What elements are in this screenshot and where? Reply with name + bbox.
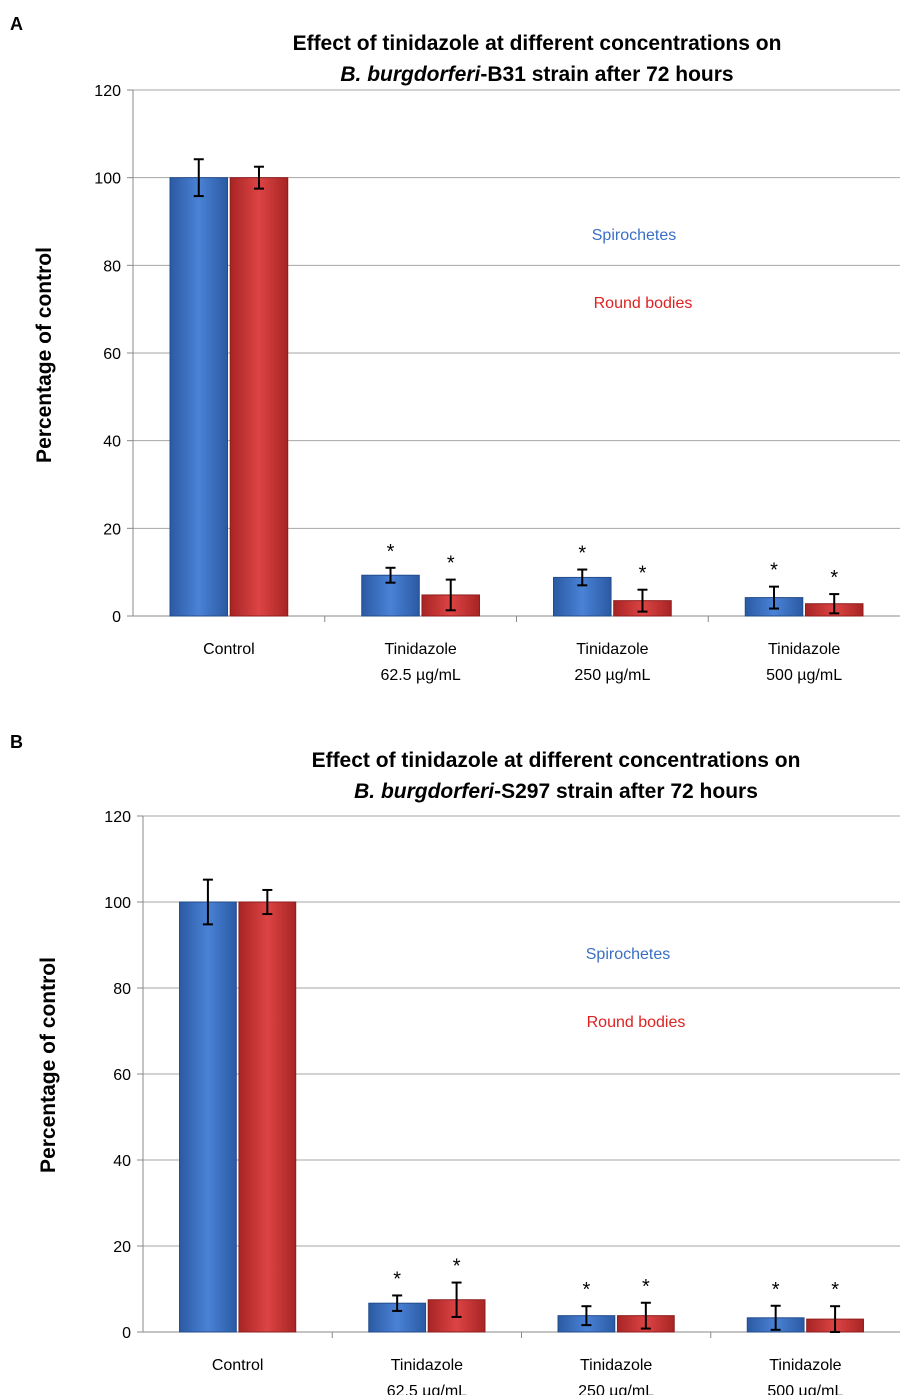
chart-b-svg: B Effect of tinidazole at different conc… bbox=[10, 732, 900, 1395]
significance-star: * bbox=[830, 567, 838, 589]
chart-title-line1: Effect of tinidazole at different concen… bbox=[293, 32, 782, 55]
significance-star: * bbox=[447, 553, 455, 575]
y-tick-label: 20 bbox=[113, 1239, 131, 1256]
significance-star: * bbox=[578, 543, 586, 565]
y-tick-label: 80 bbox=[113, 981, 131, 998]
chart-title-line2: B. burgdorferi-B31 strain after 72 hours bbox=[340, 63, 733, 86]
y-tick-label: 80 bbox=[103, 258, 121, 275]
x-tick-label-line2: 62.5 µg/mL bbox=[387, 1383, 467, 1395]
x-tick-label: Tinidazole bbox=[576, 641, 648, 658]
chart-title-line1: Effect of tinidazole at different concen… bbox=[312, 749, 801, 772]
x-tick-label: Control bbox=[212, 1357, 264, 1374]
y-tick-label: 120 bbox=[94, 83, 121, 100]
legend-spirochetes: Spirochetes bbox=[592, 227, 677, 244]
y-tick-label: 20 bbox=[103, 521, 121, 538]
significance-star: * bbox=[770, 560, 778, 582]
chart-title-line2: B. burgdorferi-S297 strain after 72 hour… bbox=[354, 780, 758, 803]
legend-round-bodies: Round bodies bbox=[594, 295, 693, 312]
significance-star: * bbox=[387, 541, 395, 563]
y-tick-label: 0 bbox=[122, 1325, 131, 1342]
significance-star: * bbox=[393, 1268, 401, 1290]
chart-panel-b: B Effect of tinidazole at different conc… bbox=[0, 725, 901, 1395]
x-tick-label: Tinidazole bbox=[384, 641, 456, 658]
x-tick-label: Control bbox=[203, 641, 255, 658]
x-tick-label-line2: 500 µg/mL bbox=[767, 1383, 843, 1395]
bar-round-bodies bbox=[238, 901, 297, 1333]
y-tick-label: 40 bbox=[113, 1153, 131, 1170]
legend-spirochetes: Spirochetes bbox=[586, 946, 671, 963]
y-axis-label: Percentage of control bbox=[37, 957, 60, 1173]
bar-spirochetes bbox=[179, 901, 237, 1333]
panel-label: B bbox=[10, 732, 23, 752]
bar-spirochetes bbox=[169, 177, 229, 617]
y-tick-label: 100 bbox=[104, 895, 131, 912]
y-axis-label: Percentage of control bbox=[33, 247, 56, 463]
plot-area: 0 20 40 60 80 100 120 Control Tinidazole 62.5 µg/… bbox=[94, 83, 900, 684]
y-tick-label: 100 bbox=[94, 171, 121, 188]
x-tick-label-line2: 500 µg/mL bbox=[766, 667, 842, 684]
y-tick-label: 120 bbox=[104, 809, 131, 826]
significance-star: * bbox=[642, 1276, 650, 1298]
panel-label: A bbox=[10, 14, 23, 34]
plot-area: 0 20 40 60 80 100 120 Control Tinidazole 62.5 µg/… bbox=[104, 809, 900, 1395]
y-tick-label: 0 bbox=[112, 609, 121, 626]
chart-panel-a: A Effect of tinidazole at different conc… bbox=[10, 14, 900, 684]
significance-star: * bbox=[453, 1256, 461, 1278]
x-tick-label: Tinidazole bbox=[580, 1357, 652, 1374]
significance-star: * bbox=[772, 1279, 780, 1301]
chart-a-svg: A Effect of tinidazole at different conc… bbox=[10, 14, 900, 684]
x-tick-label-line2: 250 µg/mL bbox=[578, 1383, 654, 1395]
significance-star: * bbox=[639, 563, 647, 585]
x-tick-label-line2: 250 µg/mL bbox=[574, 667, 650, 684]
y-tick-label: 60 bbox=[113, 1067, 131, 1084]
x-tick-label: Tinidazole bbox=[768, 641, 840, 658]
significance-star: * bbox=[583, 1279, 591, 1301]
x-tick-label: Tinidazole bbox=[391, 1357, 463, 1374]
y-tick-label: 60 bbox=[103, 346, 121, 363]
legend-round-bodies: Round bodies bbox=[587, 1014, 686, 1031]
significance-star: * bbox=[831, 1279, 839, 1301]
y-tick-label: 40 bbox=[103, 434, 121, 451]
x-tick-label-line2: 62.5 µg/mL bbox=[380, 667, 460, 684]
bar-round-bodies bbox=[229, 177, 289, 617]
x-tick-label: Tinidazole bbox=[769, 1357, 841, 1374]
